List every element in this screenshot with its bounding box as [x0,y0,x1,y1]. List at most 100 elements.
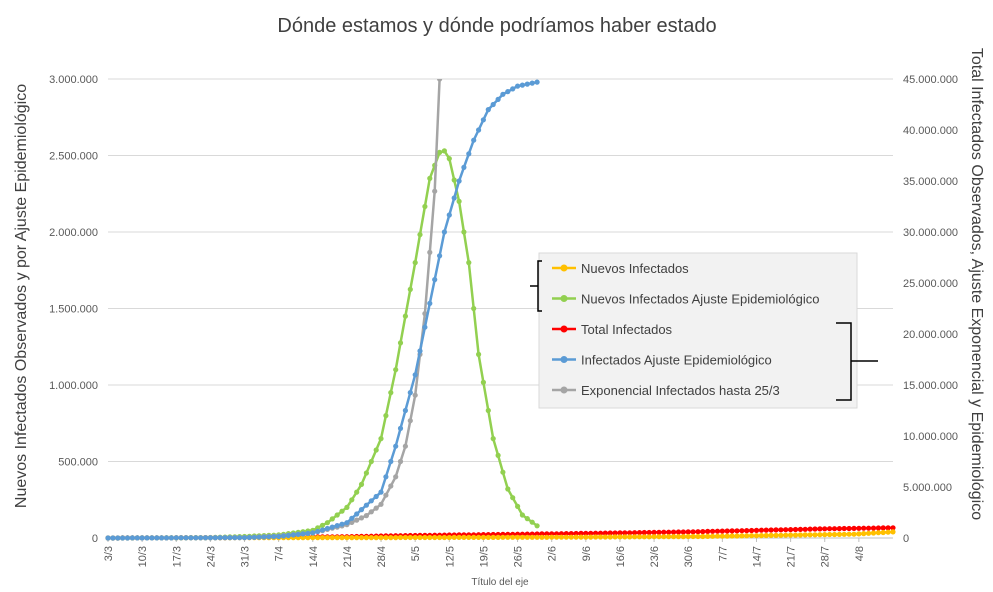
data-point [744,528,750,534]
data-point [324,520,330,526]
chart-title: Dónde estamos y dónde podríamos haber es… [277,15,716,37]
data-point [856,531,862,537]
data-point [831,531,838,538]
data-point [212,535,218,541]
data-point [636,530,643,536]
data-point [305,530,311,537]
data-point [578,530,584,537]
y-axis-right-title: Total Infectados Observados, Ajuste Expo… [968,48,985,520]
data-point [627,530,633,536]
data-point [851,531,857,537]
x-tick-label: 23/6 [649,546,661,567]
data-point [719,533,725,539]
x-tick-label: 10/3 [137,546,149,567]
data-point [656,529,662,535]
x-axis-title: Título del eje [471,577,529,588]
data-point [675,529,682,535]
data-point [593,534,599,540]
legend-swatch-marker [560,264,568,272]
data-point [568,534,574,540]
legend: Nuevos Infectados Nuevos Infectados Ajust… [530,252,878,409]
data-point [388,458,394,465]
data-point [427,249,433,255]
data-point [773,527,779,533]
data-point [602,534,608,540]
data-point [339,535,345,541]
data-point [388,390,394,396]
legend-label: Total Infectados [581,322,673,337]
data-point [792,526,799,533]
data-point [880,529,886,536]
data-point [407,390,413,396]
data-point [202,535,209,541]
data-point [476,534,482,541]
data-point [422,203,428,210]
data-point [363,502,369,508]
data-point [193,535,199,541]
data-point [354,517,360,523]
data-point [544,534,550,540]
data-point [437,79,443,82]
data-point [363,535,369,541]
y-axis-left-title: Nuevos Infectados Observados y por Ajust… [13,84,30,508]
data-point [285,532,291,539]
data-point [578,534,584,540]
data-point [505,534,511,540]
data-point [422,534,428,541]
y-left-tick-label: 2.000.000 [49,227,98,239]
data-point [656,534,662,540]
series-layer [105,79,896,541]
data-point [788,527,794,533]
legend-swatch-marker [560,386,568,394]
y-right-tick-label: 15.000.000 [903,380,958,392]
data-point [588,534,594,540]
data-point [237,535,243,541]
data-point [583,530,589,537]
data-point [393,535,399,541]
data-point [461,229,467,235]
data-point [744,533,750,539]
data-point [651,534,657,540]
data-point [437,253,443,259]
data-point [841,525,847,532]
x-tick-label: 14/4 [308,546,320,567]
data-point [412,534,418,541]
right-axis-bracket [836,322,878,401]
data-point [612,534,618,540]
data-point [354,489,360,495]
data-point [817,532,823,538]
left-axis-bracket [530,260,542,312]
x-tick-label: 30/6 [683,546,695,567]
data-point [427,175,433,181]
y-right-tick-label: 40.000.000 [903,125,958,137]
x-tick-label: 7/4 [274,546,286,561]
data-point [885,525,891,531]
data-point [271,534,277,540]
data-point [890,529,896,535]
data-point [446,156,452,162]
data-point [758,527,765,533]
y-left-tick-label: 1.000.000 [49,380,98,392]
data-point [861,525,867,531]
data-point [173,535,179,541]
data-point [300,535,306,541]
data-point [456,534,462,541]
data-point [402,313,408,319]
data-point [476,351,482,357]
data-point [344,504,350,510]
data-point [485,107,491,113]
data-point [705,533,711,540]
data-point [134,535,140,541]
data-point [739,533,745,539]
data-point [163,535,170,541]
y-right-tick-label: 45.000.000 [903,74,958,86]
data-point [510,534,516,540]
data-point [529,519,535,525]
data-point [627,534,633,540]
data-point [875,530,882,536]
data-point [671,534,677,540]
data-point [412,372,418,378]
data-point [344,520,350,526]
data-point [466,534,472,541]
